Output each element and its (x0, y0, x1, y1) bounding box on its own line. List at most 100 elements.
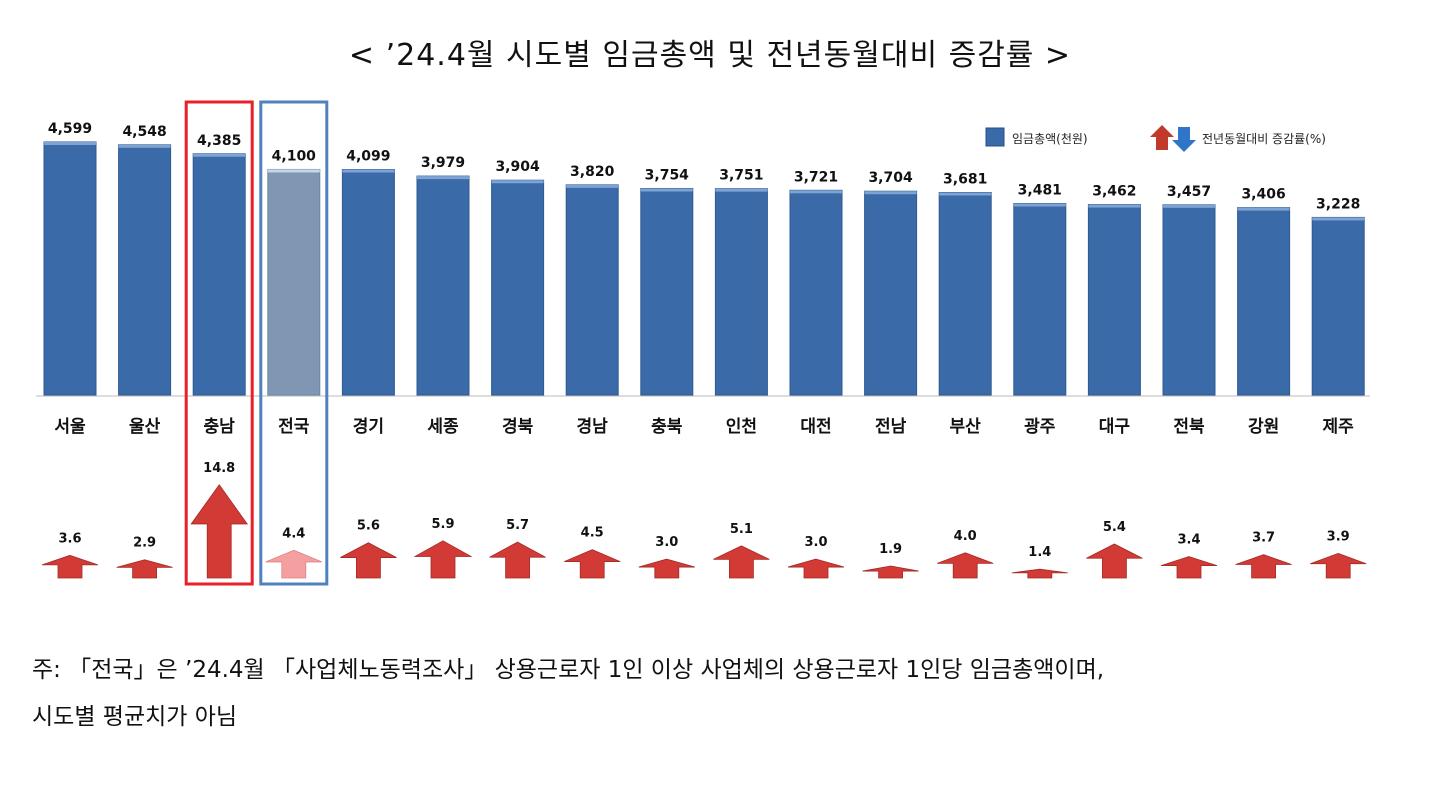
bar-value-label: 3,721 (794, 169, 838, 185)
bar-top-highlight (118, 144, 171, 148)
category-label: 대구 (1099, 417, 1131, 437)
bar-top-highlight (1163, 204, 1215, 208)
highlight-box-전국 (259, 100, 329, 586)
category-label: 충남 (204, 417, 236, 437)
arrow-up-icon (340, 542, 397, 579)
rate-value-label: 3.7 (1252, 531, 1275, 546)
rate-value-label: 1.4 (1028, 545, 1051, 560)
arrow-up-icon (1011, 568, 1068, 579)
bar-top-highlight (790, 190, 842, 194)
bar-top-highlight (267, 169, 320, 173)
bar-대전 (789, 189, 843, 396)
footnote-line-2: 시도별 평균치가 아님 (32, 704, 238, 730)
bar-value-label: 3,704 (868, 170, 913, 186)
rate-value-label: 4.0 (954, 529, 977, 544)
arrow-up-icon (116, 559, 173, 579)
bar-value-label: 4,548 (122, 124, 166, 140)
category-label: 경기 (353, 417, 384, 437)
bar-top-highlight (417, 176, 469, 180)
legend-swatch-wage (985, 127, 1005, 147)
rate-value-label: 2.9 (133, 536, 156, 551)
rate-value-label: 1.9 (879, 542, 902, 557)
arrow-up-icon (1310, 553, 1367, 579)
bar-충남 (192, 153, 246, 396)
bar-울산 (118, 144, 172, 396)
arrow-up-icon (1086, 543, 1143, 579)
rate-value-label: 5.7 (506, 518, 529, 533)
bar-top-highlight (1013, 203, 1066, 207)
bar-value-label: 3,820 (570, 164, 615, 180)
bar-경기 (341, 169, 395, 396)
bar-top-highlight (566, 184, 619, 188)
category-label: 대전 (800, 417, 831, 437)
arrow-up-icon (265, 549, 322, 579)
bar-value-label: 4,099 (346, 149, 390, 165)
arrow-up-icon (787, 558, 845, 579)
bar-인천 (714, 188, 768, 396)
rate-value-label: 3.0 (655, 535, 678, 550)
bar-top-highlight (491, 180, 544, 184)
bar-value-label: 3,754 (645, 167, 690, 183)
bar-세종 (416, 175, 470, 396)
bar-value-label: 3,751 (719, 168, 763, 184)
bar-서울 (43, 141, 97, 396)
arrow-up-icon (190, 484, 248, 579)
category-label: 경북 (502, 417, 534, 437)
rate-value-label: 3.0 (804, 535, 827, 550)
bar-value-label: 3,406 (1241, 187, 1285, 203)
category-label: 부산 (950, 417, 982, 437)
arrow-up-icon (862, 565, 919, 579)
category-label: 세종 (427, 417, 459, 437)
rate-value-label: 4.5 (581, 526, 604, 541)
rate-value-label: 5.6 (357, 519, 380, 534)
arrow-up-icon (41, 554, 99, 579)
chart: 임금총액(천원) 전년동월대비 증감률(%) 4,599 서울 4,548 울산 4,3… (36, 100, 1370, 586)
rate-value-label: 5.4 (1103, 520, 1126, 535)
bar-경남 (565, 184, 619, 396)
bar-value-label: 3,904 (495, 159, 540, 175)
arrow-up-icon (713, 545, 770, 579)
category-label: 전국 (278, 417, 310, 437)
chart-title: < ’24.4월 시도별 임금총액 및 전년동월대비 증감률 > (348, 38, 1072, 73)
legend-label-wage: 임금총액(천원) (1012, 131, 1088, 146)
rate-value-label: 3.4 (1177, 533, 1200, 548)
arrow-up-icon (638, 558, 695, 579)
bar-강원 (1237, 207, 1291, 396)
category-label: 울산 (129, 417, 161, 437)
bar-제주 (1311, 216, 1365, 396)
rate-value-label: 3.9 (1327, 529, 1350, 544)
bar-value-label: 3,228 (1316, 196, 1360, 212)
legend-arrow-down-icon (1172, 127, 1196, 152)
rate-value-label: 3.6 (58, 531, 81, 546)
bar-top-highlight (342, 169, 395, 173)
bar-value-label: 4,599 (48, 121, 92, 137)
bar-top-highlight (939, 192, 992, 196)
bar-전남 (864, 190, 918, 396)
bar-충북 (640, 187, 694, 396)
rate-value-label: 5.9 (431, 517, 454, 532)
bar-value-label: 3,462 (1092, 184, 1136, 200)
legend: 임금총액(천원) 전년동월대비 증감률(%) (985, 125, 1326, 152)
arrow-up-icon (564, 549, 621, 579)
arrow-up-icon (1235, 554, 1292, 579)
bar-top-highlight (44, 142, 96, 145)
category-label: 광주 (1024, 417, 1056, 437)
category-label: 서울 (54, 417, 86, 437)
bar-top-highlight (640, 188, 693, 192)
category-label: 전북 (1173, 417, 1205, 437)
bar-top-highlight (715, 188, 768, 192)
bar-광주 (1013, 203, 1067, 396)
bar-value-label: 3,481 (1018, 183, 1062, 199)
highlight-box-충남 (184, 100, 254, 586)
rate-value-label: 14.8 (203, 461, 235, 476)
category-label: 전남 (875, 417, 907, 437)
bar-value-label: 4,385 (197, 133, 241, 149)
arrow-up-icon (413, 540, 473, 579)
rate-value-label: 4.4 (282, 526, 305, 541)
rate-value-label: 5.1 (730, 522, 753, 537)
legend-arrow-up-icon (1150, 125, 1174, 150)
bar-전국 (267, 168, 321, 396)
bar-대구 (1087, 204, 1141, 396)
bar-부산 (938, 192, 992, 396)
bar-value-label: 3,457 (1167, 184, 1211, 200)
